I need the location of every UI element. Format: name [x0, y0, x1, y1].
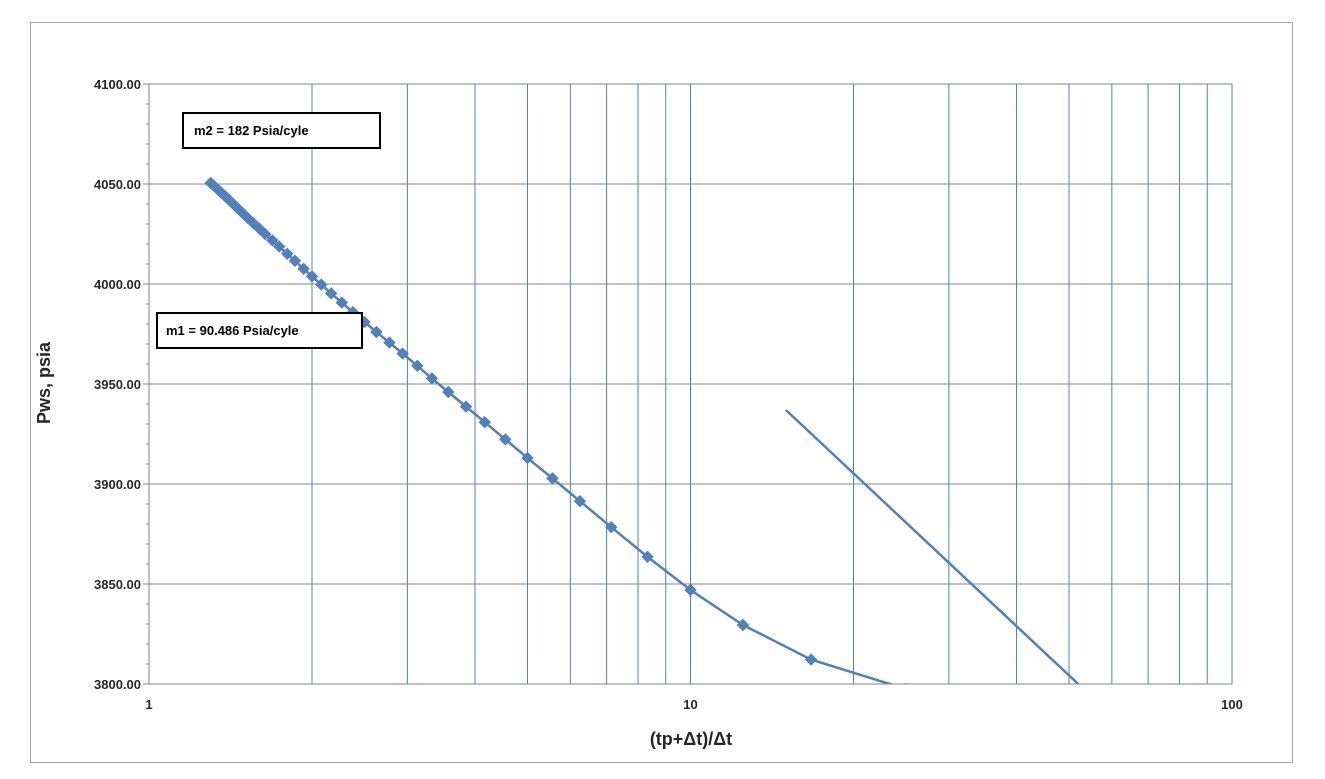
- y-tick-label: 4050.00: [94, 177, 141, 192]
- data-point: [641, 550, 654, 564]
- y-tick-label: 3950.00: [94, 377, 141, 392]
- chart-area: 3800.00 3850.00 3900.00 3950.00 4000.00 4050.…: [30, 22, 1293, 763]
- data-point: [305, 270, 319, 283]
- data-point: [259, 227, 272, 241]
- annotation-m1-text: m1 = 90.486 Psia/cyle: [166, 323, 299, 338]
- data-point: [396, 347, 409, 360]
- y-tick-label: 4000.00: [94, 277, 141, 292]
- data-point: [297, 262, 310, 276]
- data-point: [315, 278, 328, 291]
- data-point: [370, 325, 383, 339]
- data-point: [324, 287, 338, 300]
- data-point: [804, 653, 818, 666]
- data-point: [266, 234, 279, 247]
- semilog-chart: 3800.00 3850.00 3900.00 3950.00 4000.00 4050.…: [34, 77, 1243, 749]
- annotation-m2: m2 = 182 Psia/cyle: [182, 112, 381, 149]
- data-point: [605, 520, 618, 534]
- data-point: [478, 415, 492, 429]
- series-line: [209, 182, 895, 684]
- series-line: [785, 409, 1080, 684]
- data-point: [281, 247, 294, 261]
- data-point: [335, 296, 348, 309]
- data-point: [425, 372, 439, 385]
- data-point: [383, 336, 396, 349]
- annotation-m1: m1 = 90.486 Psia/cyle: [156, 312, 363, 349]
- annotation-m2-text: m2 = 182 Psia/cyle: [194, 123, 309, 138]
- y-tick-label: 3900.00: [94, 477, 141, 492]
- data-point: [459, 400, 473, 413]
- data-point: [546, 472, 559, 485]
- data-point: [241, 211, 254, 225]
- data-point: [273, 240, 286, 253]
- y-tick-label: 3850.00: [94, 577, 141, 592]
- y-axis-title: Pws, psia: [34, 341, 54, 424]
- x-tick-label: 1: [145, 697, 152, 712]
- data-point: [736, 618, 750, 632]
- x-tick-label: 100: [1221, 697, 1243, 712]
- data-point: [411, 359, 424, 373]
- data-point: [904, 682, 908, 684]
- data-point: [499, 433, 512, 446]
- y-tick-label: 4100.00: [94, 77, 141, 92]
- data-point: [442, 385, 455, 399]
- data-point: [573, 494, 587, 508]
- data-point: [684, 583, 697, 597]
- y-tick-label: 3800.00: [94, 677, 141, 692]
- data-point: [521, 451, 534, 465]
- data-point: [1063, 708, 1074, 719]
- x-axis-title: (tp+Δt)/Δt: [650, 729, 732, 749]
- data-point: [288, 254, 302, 268]
- x-tick-label: 10: [683, 697, 697, 712]
